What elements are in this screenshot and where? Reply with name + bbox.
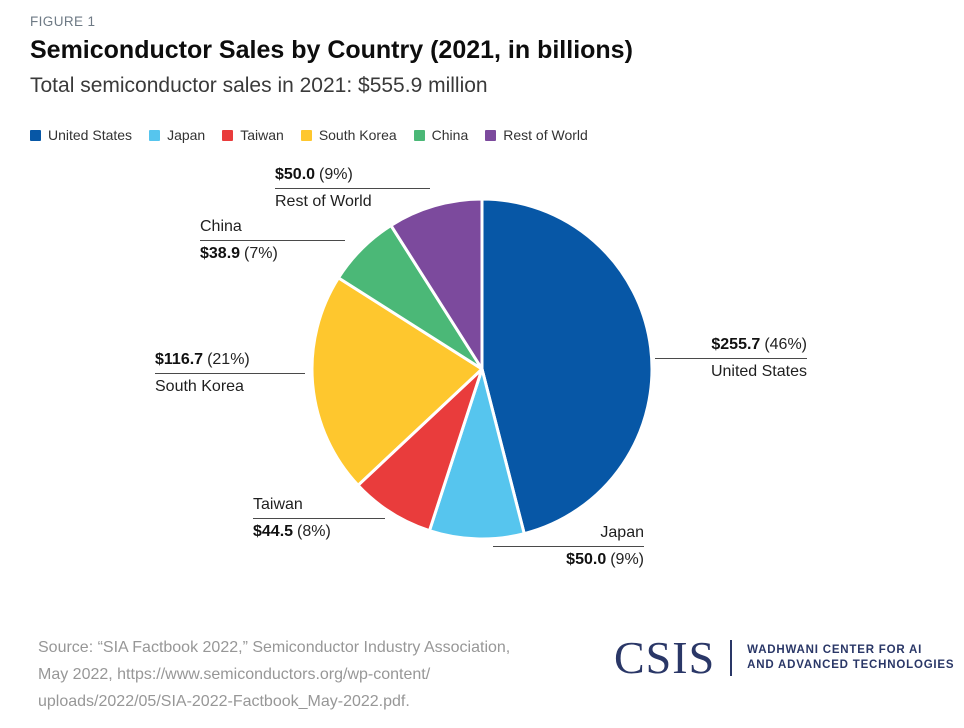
pie-label-name: United States <box>710 363 807 380</box>
pie-label-value: $50.0 (9%) <box>566 551 644 568</box>
source-citation: Source: “SIA Factbook 2022,” Semiconduct… <box>38 634 510 715</box>
legend-swatch-rest-of-world <box>485 129 497 141</box>
legend-label: Japan <box>167 127 206 143</box>
legend-label: Taiwan <box>240 127 284 143</box>
chart-subtitle: Total semiconductor sales in 2021: $555.… <box>30 74 488 97</box>
legend-item-taiwan: Taiwan <box>222 127 284 143</box>
pie-label-value: $38.9 (7%) <box>200 245 278 262</box>
pie-slice-south-korea <box>310 276 484 487</box>
pie-label-south-korea: $116.7 (21%) South Korea <box>155 351 305 396</box>
figure-header: FIGURE 1 Semiconductor Sales by Country … <box>30 14 633 98</box>
legend-item-china: China <box>413 127 469 143</box>
source-line: May 2022, https://www.semiconductors.org… <box>38 666 431 683</box>
chart-title: Semiconductor Sales by Country (2021, in… <box>30 36 633 64</box>
pie-slice-rest-of-world <box>389 197 484 371</box>
source-line: Source: “SIA Factbook 2022,” Semiconduct… <box>38 639 511 656</box>
chart-legend: United States Japan Taiwan South Korea China… <box>30 127 588 143</box>
pie-label-name: China <box>200 218 345 241</box>
pie-label-name: Japan <box>493 524 644 547</box>
legend-swatch-united-states <box>30 129 41 141</box>
legend-label: Rest of World <box>503 127 588 143</box>
legend-item-south-korea: South Korea <box>300 127 397 143</box>
csis-logo-acronym: CSIS <box>614 632 716 683</box>
legend-label: United States <box>48 127 133 143</box>
csis-center-name: WADHWANI CENTER FOR AI AND ADVANCED TECH… <box>747 644 955 671</box>
csis-logo: CSIS WADHWANI CENTER FOR AI AND ADVANCED… <box>614 632 955 683</box>
figure-number-label: FIGURE 1 <box>30 14 96 29</box>
pie-label-name: Taiwan <box>253 496 385 519</box>
pie-label-japan: Japan $50.0 (9%) <box>493 524 644 569</box>
legend-item-united-states: United States <box>30 127 132 143</box>
legend-swatch-japan <box>149 129 161 141</box>
source-line: uploads/2022/05/SIA-2022-Factbook_May-20… <box>38 693 410 710</box>
legend-item-japan: Japan <box>149 127 205 143</box>
legend-swatch-china <box>413 129 425 141</box>
pie-label-rest-of-world: $50.0 (9%) Rest of World <box>275 166 430 211</box>
pie-label-taiwan: Taiwan $44.5 (8%) <box>253 496 385 541</box>
legend-label: South Korea <box>318 127 397 143</box>
pie-slice-united-states <box>480 197 654 536</box>
pie-label-value: $44.5 (8%) <box>253 523 331 540</box>
pie-label-value: $50.0 (9%) <box>275 166 430 189</box>
pie-label-name: Rest of World <box>275 193 372 210</box>
pie-slice-japan <box>427 367 526 541</box>
pie-label-value: $255.7 (46%) <box>655 336 807 359</box>
legend-swatch-taiwan <box>222 129 234 141</box>
pie-label-china: China $38.9 (7%) <box>200 218 345 263</box>
pie-label-united-states: $255.7 (46%) United States <box>655 336 807 381</box>
pie-label-value: $116.7 (21%) <box>155 351 305 374</box>
legend-label: China <box>431 127 469 143</box>
legend-item-rest-of-world: Rest of World <box>485 127 588 143</box>
pie-svg <box>310 197 654 541</box>
logo-divider <box>730 640 733 676</box>
legend-swatch-south-korea <box>300 129 312 141</box>
pie-label-name: South Korea <box>155 378 244 395</box>
